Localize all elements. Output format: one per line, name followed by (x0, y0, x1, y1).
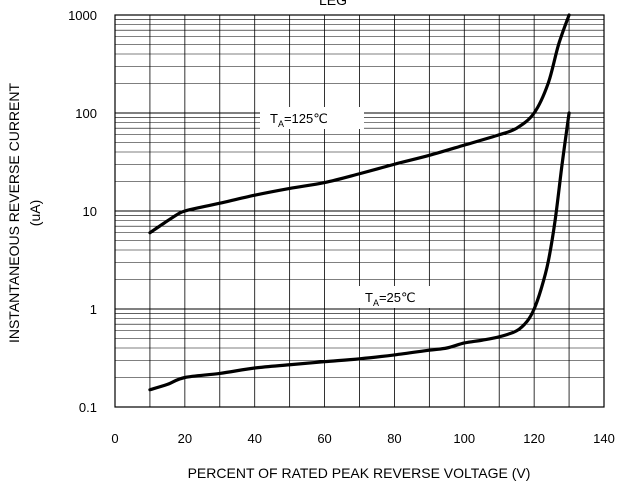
series-line-ta-125c (148, 13, 571, 235)
series-label-ta-125c: TA=125℃ (260, 107, 364, 129)
chart-title: LEG (319, 0, 347, 8)
y-tick-label: 0.1 (79, 400, 97, 415)
y-tick-label: 1000 (68, 8, 97, 23)
label-background (355, 286, 455, 308)
curve-labels: TA=125℃ TA=25℃ (260, 107, 455, 308)
x-tick-label: 20 (178, 431, 192, 446)
plot-frame (114, 14, 605, 408)
y-tick-label: 1 (90, 302, 97, 317)
grid (115, 15, 604, 407)
label-background (260, 107, 364, 129)
y-axis-title: INSTANTANEOUS REVERSE CURRENT (6, 83, 22, 344)
x-tick-label: 140 (593, 431, 615, 446)
x-axis-title: PERCENT OF RATED PEAK REVERSE VOLTAGE (V… (188, 465, 531, 481)
y-tick-label: 100 (75, 106, 97, 121)
x-tick-label: 100 (453, 431, 475, 446)
x-tick-label: 60 (317, 431, 331, 446)
series-label-ta-25c: TA=25℃ (355, 286, 455, 308)
tick-labels: 0 20 40 60 80 100 120 140 0.1 1 10 100 1000 (68, 8, 615, 446)
y-axis-unit: (uA) (27, 200, 43, 226)
series-label-text: TA=125℃ (270, 111, 328, 129)
x-tick-label: 0 (111, 431, 118, 446)
x-tick-label: 120 (523, 431, 545, 446)
y-tick-label: 10 (83, 204, 97, 219)
series-label-text: TA=25℃ (365, 290, 416, 308)
series-line-ta-25c (148, 111, 571, 392)
x-tick-label: 40 (247, 431, 261, 446)
curves (148, 13, 571, 392)
x-tick-label: 80 (387, 431, 401, 446)
